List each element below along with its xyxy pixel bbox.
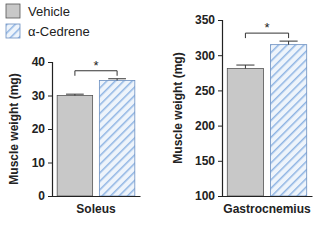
tick: 300 [195,49,222,63]
tick-label: 40 [32,55,46,69]
error-bar [280,41,298,45]
x-axis: Soleus [53,196,141,216]
tick-label: 100 [195,189,215,203]
x-axis: Gastrocnemius [223,196,313,216]
tick: 250 [195,84,222,98]
y-axis-title: Muscle weight (mg) [171,52,185,163]
plot-area [227,41,306,196]
error-bar [236,65,254,69]
tick-label: Gastrocnemius [223,202,311,216]
tick: 20 [32,122,52,136]
tick-label: 10 [32,156,46,170]
legend: Vehicle α-Cedrene [6,4,90,39]
y-axis: 0 10 20 30 40 [32,55,53,203]
legend-label: Vehicle [28,4,70,19]
legend-item: α-Cedrene [6,24,90,39]
tick: 30 [32,89,52,103]
plot-area [57,79,135,196]
tick-mark [218,196,222,197]
tick-mark [48,163,52,164]
tick-label: 20 [32,122,46,136]
tick-mark [48,129,52,130]
tick-mark [218,90,222,91]
significance-bracket: * [245,20,288,38]
tick-mark [48,96,52,97]
axis-line [223,196,313,197]
bar [270,45,306,196]
chart: 100 150 200 250 300 350 Gastrocnemius Muscle we… [171,13,312,215]
tick: Gastrocnemius [223,196,311,216]
tick-label: 350 [195,13,215,27]
axis-line [48,63,53,197]
significance-bracket: * [75,58,117,76]
axis-line [218,21,223,197]
error-line [245,65,246,69]
tick-label: 150 [195,154,215,168]
chart: 0 10 20 30 40 Soleus Muscle weight (mg) * [7,55,140,215]
axis-line [53,196,141,197]
bar [99,80,134,196]
significance-label: * [264,20,269,35]
tick-mark [48,62,52,63]
tick-label: 250 [195,84,215,98]
tick: 150 [195,154,222,168]
legend-label: α-Cedrene [28,24,90,39]
error-cap [280,41,298,42]
tick-mark [218,126,222,127]
y-axis-title: Muscle weight (mg) [7,73,21,184]
tick-label: 0 [38,189,45,203]
tick-label: 200 [195,119,215,133]
significance-label: * [93,58,98,73]
bar [57,96,92,197]
tick: 350 [195,13,222,27]
tick: 10 [32,156,52,170]
error-line [288,41,289,45]
figure: 0 10 20 30 40 Soleus Muscle weight (mg) * Vehicl… [0,0,330,226]
bar [227,69,263,196]
tick: 100 [195,189,222,203]
legend-item: Vehicle [6,4,70,19]
tick-label: 300 [195,49,215,63]
legend-swatch [6,24,20,38]
y-axis: 100 150 200 250 300 350 [195,13,223,203]
error-bar [66,94,84,95]
tick: Soleus [76,196,116,216]
tick-label: 30 [32,89,46,103]
legend-swatch [6,4,20,18]
error-cap [236,65,254,66]
tick-mark [218,161,222,162]
error-cap [66,94,84,95]
tick: 0 [38,189,52,203]
tick-mark [218,20,222,21]
tick-mark [218,55,222,56]
error-bar [108,79,126,81]
tick: 200 [195,119,222,133]
tick: 40 [32,55,52,69]
tick-mark [48,196,52,197]
tick-label: Soleus [76,202,116,216]
error-cap [108,78,126,79]
